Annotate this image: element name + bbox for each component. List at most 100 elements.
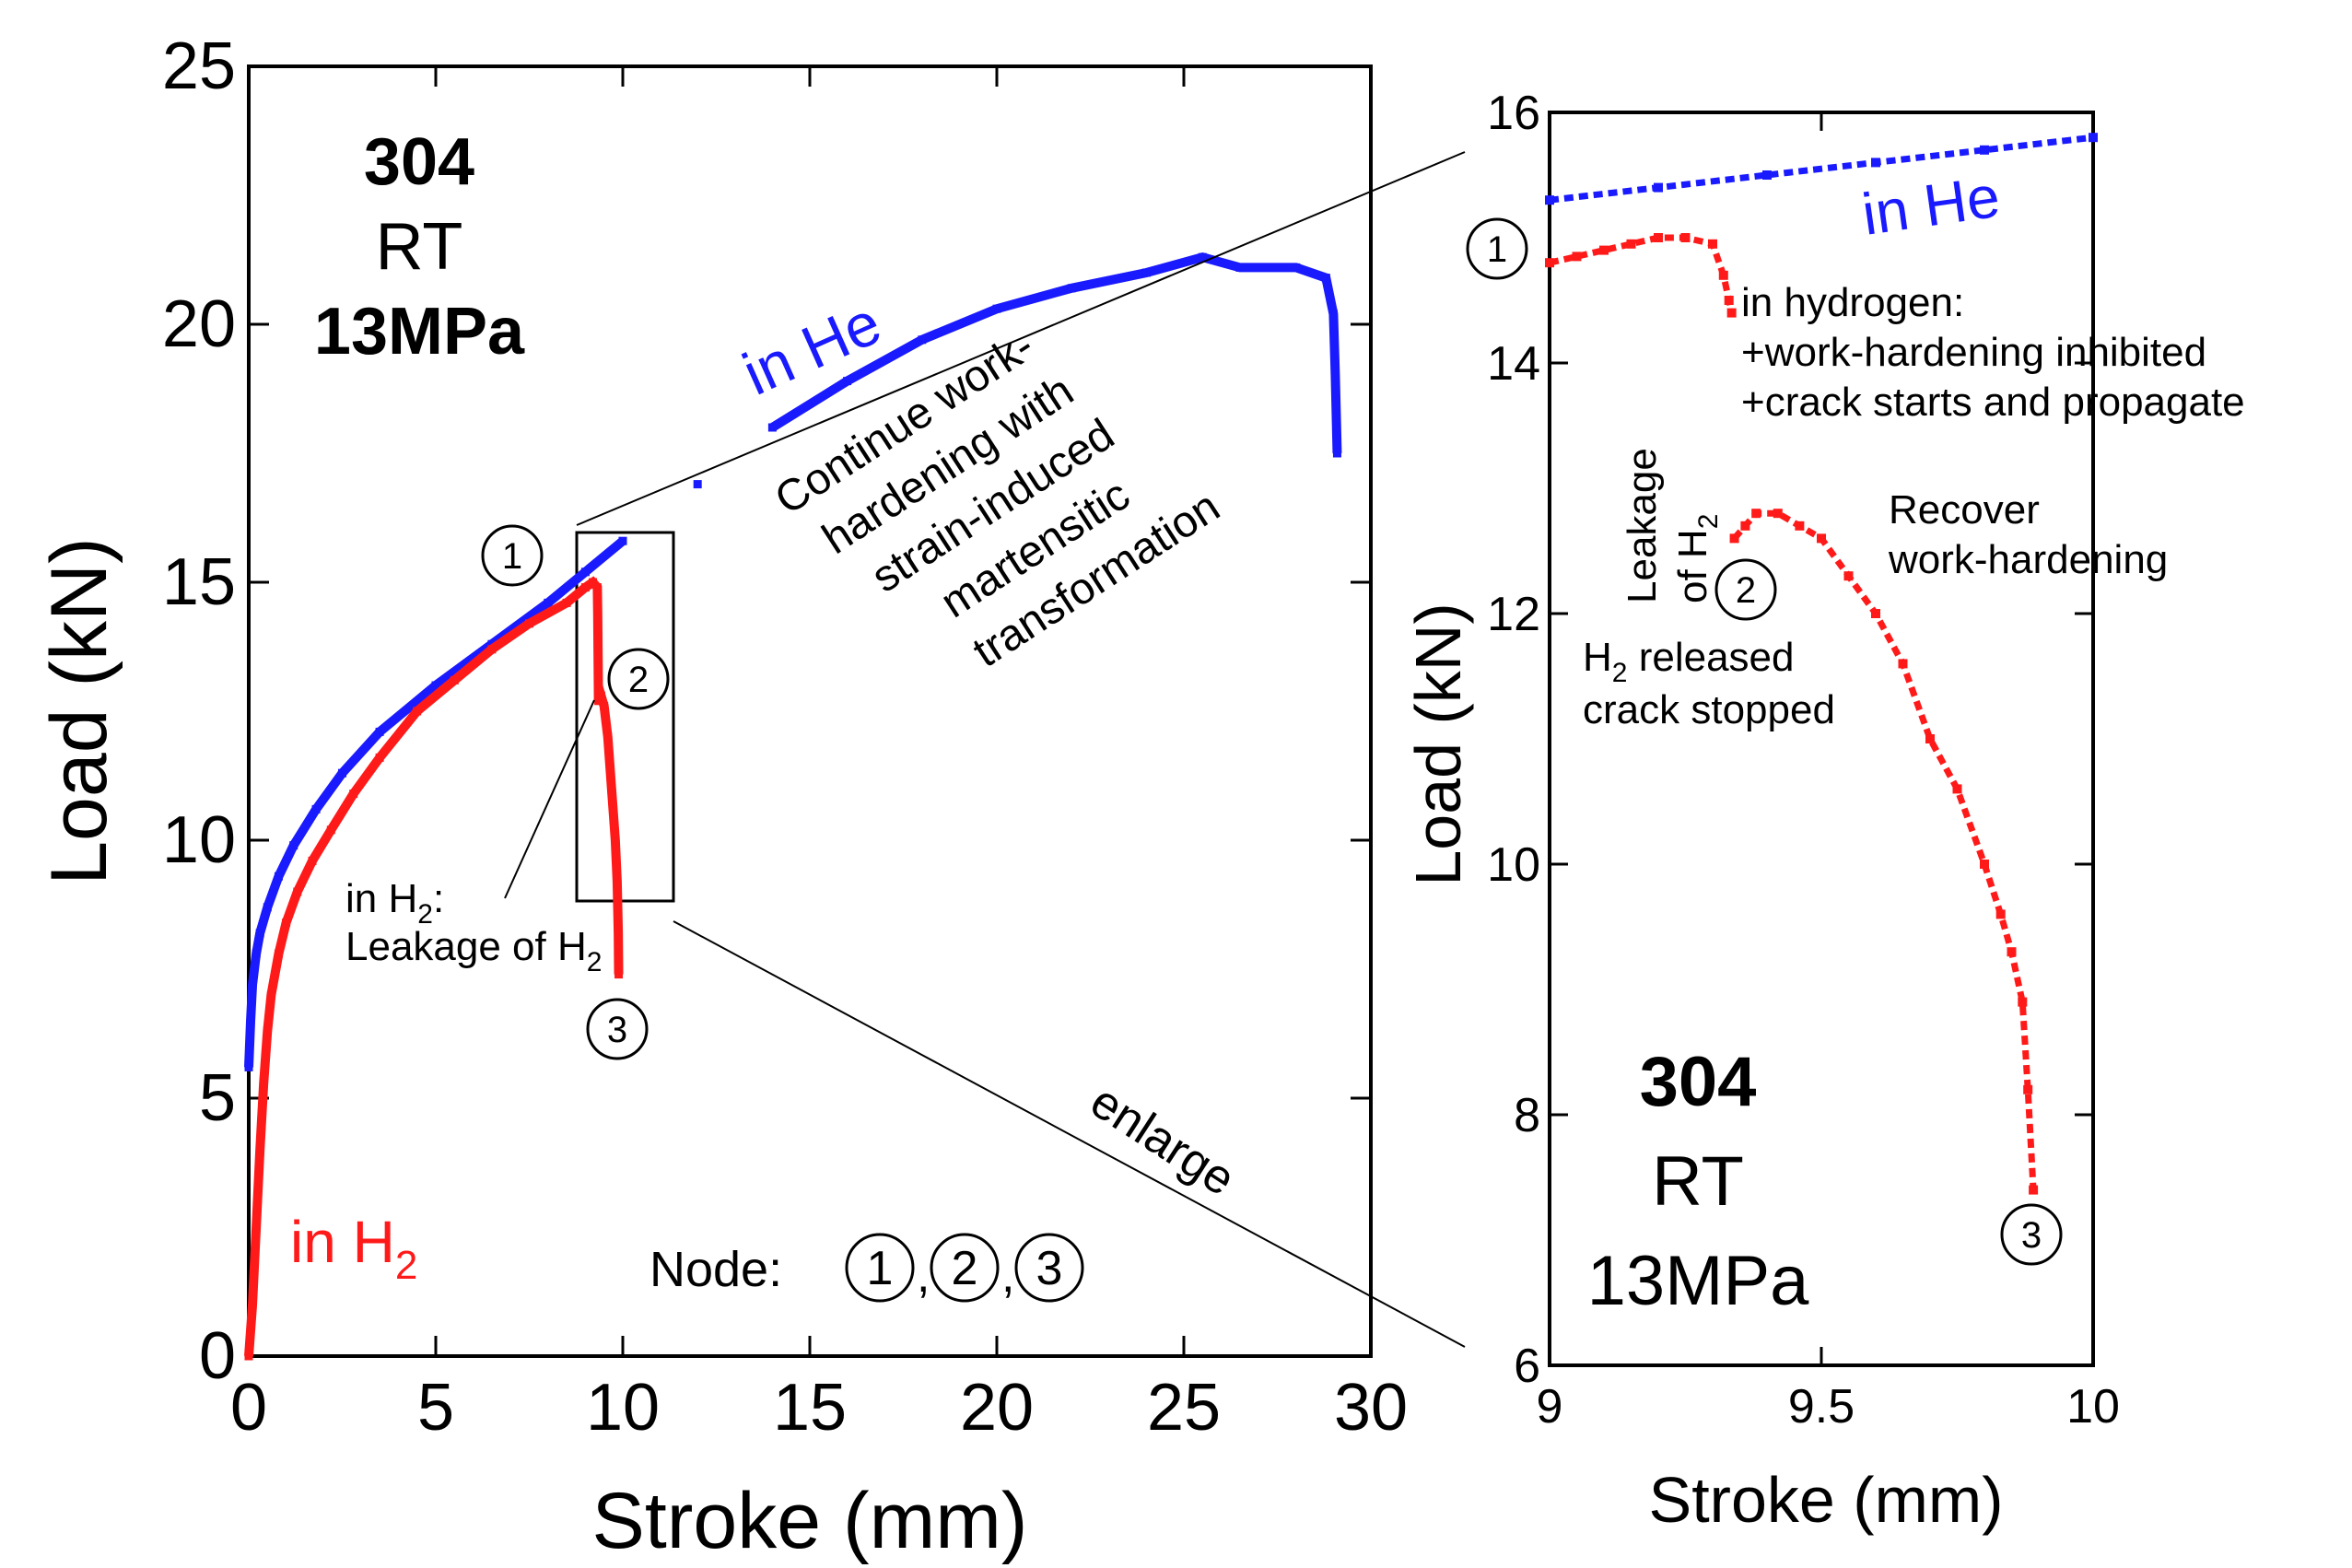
leakage-note-sub: 2 bbox=[417, 899, 433, 930]
x-tick-label: 15 bbox=[773, 1371, 847, 1445]
released-h: H bbox=[1583, 635, 1612, 680]
zoom-connector-bottom bbox=[673, 920, 1466, 1348]
hydrogen-effects-line-1: in hydrogen: bbox=[1741, 280, 1964, 325]
data-point-h2 bbox=[1871, 609, 1880, 618]
leakage-vertical-line-1: Leakage bbox=[1620, 448, 1665, 603]
leakage-note-line-2: Leakage of H2 bbox=[345, 924, 602, 977]
data-point-h2 bbox=[596, 691, 605, 700]
data-point-he bbox=[1762, 170, 1772, 180]
data-point-h2 bbox=[274, 949, 283, 958]
data-point-h2 bbox=[1751, 509, 1761, 519]
main-y-axis-label: Load (kN) bbox=[35, 537, 123, 885]
data-point-h2 bbox=[263, 1026, 272, 1036]
data-point-h2 bbox=[293, 887, 302, 896]
main-x-tick-labels: 0 5 10 15 20 25 30 bbox=[230, 1371, 1408, 1445]
data-point-he bbox=[1292, 263, 1301, 272]
enlarged-series-he bbox=[1545, 133, 2098, 205]
enlarged-node-1-marker: 1 bbox=[1466, 217, 1528, 280]
node-2-marker: 2 bbox=[607, 648, 670, 710]
data-point-h2 bbox=[413, 707, 422, 716]
enlarged-specimen-pressure: 13MPa bbox=[1587, 1242, 1810, 1320]
enlarged-node-2-marker: 2 bbox=[1714, 558, 1777, 621]
node-3-marker: 3 bbox=[586, 998, 649, 1060]
x-tick-label: 30 bbox=[1334, 1371, 1408, 1445]
data-point-he bbox=[618, 536, 627, 545]
main-series-h2 bbox=[244, 576, 624, 1361]
y-tick-label: 12 bbox=[1487, 588, 1540, 641]
label-in-h2-sub: 2 bbox=[395, 1243, 417, 1288]
data-point-h2 bbox=[589, 578, 598, 587]
node-legend-3: 3 bbox=[1036, 1242, 1063, 1295]
x-tick-label: 20 bbox=[960, 1371, 1034, 1445]
data-point-he bbox=[1871, 158, 1880, 168]
released-rest: released bbox=[1627, 635, 1794, 680]
data-point-h2 bbox=[600, 701, 609, 710]
data-point-he bbox=[843, 377, 852, 386]
data-point-h2 bbox=[1817, 533, 1826, 544]
leakage-pointer bbox=[504, 699, 595, 899]
data-point-he bbox=[311, 804, 321, 813]
released-line-1: H2 released bbox=[1583, 635, 1794, 688]
data-point-he bbox=[2089, 133, 2098, 143]
data-point-h2 bbox=[562, 598, 571, 607]
data-point-h2 bbox=[2018, 997, 2028, 1007]
data-point-h2 bbox=[1726, 308, 1737, 318]
main-axis-ticks bbox=[247, 64, 1373, 1358]
data-point-he bbox=[580, 568, 590, 577]
y-tick-label: 20 bbox=[162, 287, 236, 361]
data-point-h2 bbox=[1795, 521, 1805, 531]
series-line-h2 bbox=[1549, 234, 1736, 314]
data-point-he bbox=[1141, 268, 1151, 277]
hydrogen-effects-note: in hydrogen: +work-hardening inhibited +… bbox=[1741, 280, 2245, 425]
data-point-h2 bbox=[255, 1145, 264, 1154]
data-point-h2 bbox=[593, 609, 603, 618]
data-point-h2 bbox=[1773, 509, 1783, 519]
data-point-he bbox=[263, 903, 272, 912]
data-point-h2 bbox=[1729, 533, 1739, 544]
data-point-h2 bbox=[1572, 252, 1582, 262]
enlarged-label-in-he: in He bbox=[1858, 163, 2004, 248]
data-point-he bbox=[544, 598, 553, 607]
y-tick-label: 10 bbox=[162, 803, 236, 877]
data-point-he bbox=[1235, 263, 1245, 272]
data-point-h2 bbox=[450, 675, 459, 685]
data-point-he bbox=[1332, 449, 1341, 458]
leakage-note-in-h: in H bbox=[345, 876, 417, 921]
leakage-note-line-1: in H2: bbox=[345, 876, 444, 930]
data-point-h2 bbox=[282, 919, 291, 928]
data-point-he bbox=[255, 929, 264, 938]
node-1-marker: 1 bbox=[481, 524, 544, 587]
x-tick-label: 0 bbox=[230, 1371, 267, 1445]
node-legend-1: 1 bbox=[867, 1242, 894, 1295]
data-point-h2 bbox=[594, 696, 603, 706]
node-legend-comma-2: , bbox=[1001, 1249, 1014, 1303]
released-sub: 2 bbox=[1612, 658, 1628, 688]
enlarged-node-3-marker: 3 bbox=[2000, 1203, 2063, 1266]
hydrogen-effects-line-2: +work-hardening inhibited bbox=[1741, 330, 2206, 375]
data-point-h2 bbox=[1626, 239, 1636, 249]
data-point-h2 bbox=[611, 836, 620, 845]
enlarged-specimen-temperature: RT bbox=[1652, 1142, 1744, 1221]
data-point-h2 bbox=[1925, 734, 1935, 743]
series-line-he bbox=[244, 537, 626, 1068]
enlarged-series-h2 bbox=[1545, 233, 2039, 1195]
x-tick-label: 10 bbox=[2066, 1380, 2120, 1433]
y-tick-label: 15 bbox=[162, 545, 236, 619]
main-x-axis-label: Stroke (mm) bbox=[592, 1477, 1028, 1565]
data-point-h2 bbox=[326, 825, 335, 835]
enlarged-node-2-label: 2 bbox=[1736, 570, 1756, 611]
enlarged-node-1-label: 1 bbox=[1487, 229, 1507, 270]
node-legend-comma-1: , bbox=[917, 1249, 930, 1303]
y-tick-label: 6 bbox=[1514, 1340, 1540, 1393]
leakage-note-sub-2: 2 bbox=[587, 947, 603, 977]
data-point-he bbox=[767, 423, 777, 432]
y-tick-label: 14 bbox=[1487, 337, 1540, 391]
y-tick-label: 8 bbox=[1514, 1089, 1540, 1142]
data-point-h2 bbox=[1545, 258, 1554, 268]
enlarged-x-tick-labels: 9 9.5 10 bbox=[1537, 1380, 2120, 1433]
data-point-h2 bbox=[614, 970, 624, 979]
main-chart: 0 5 10 15 20 25 30 0 5 10 15 20 25 Stroke (mm) Load… bbox=[35, 29, 1408, 1565]
series-line-h2 bbox=[244, 576, 624, 1357]
